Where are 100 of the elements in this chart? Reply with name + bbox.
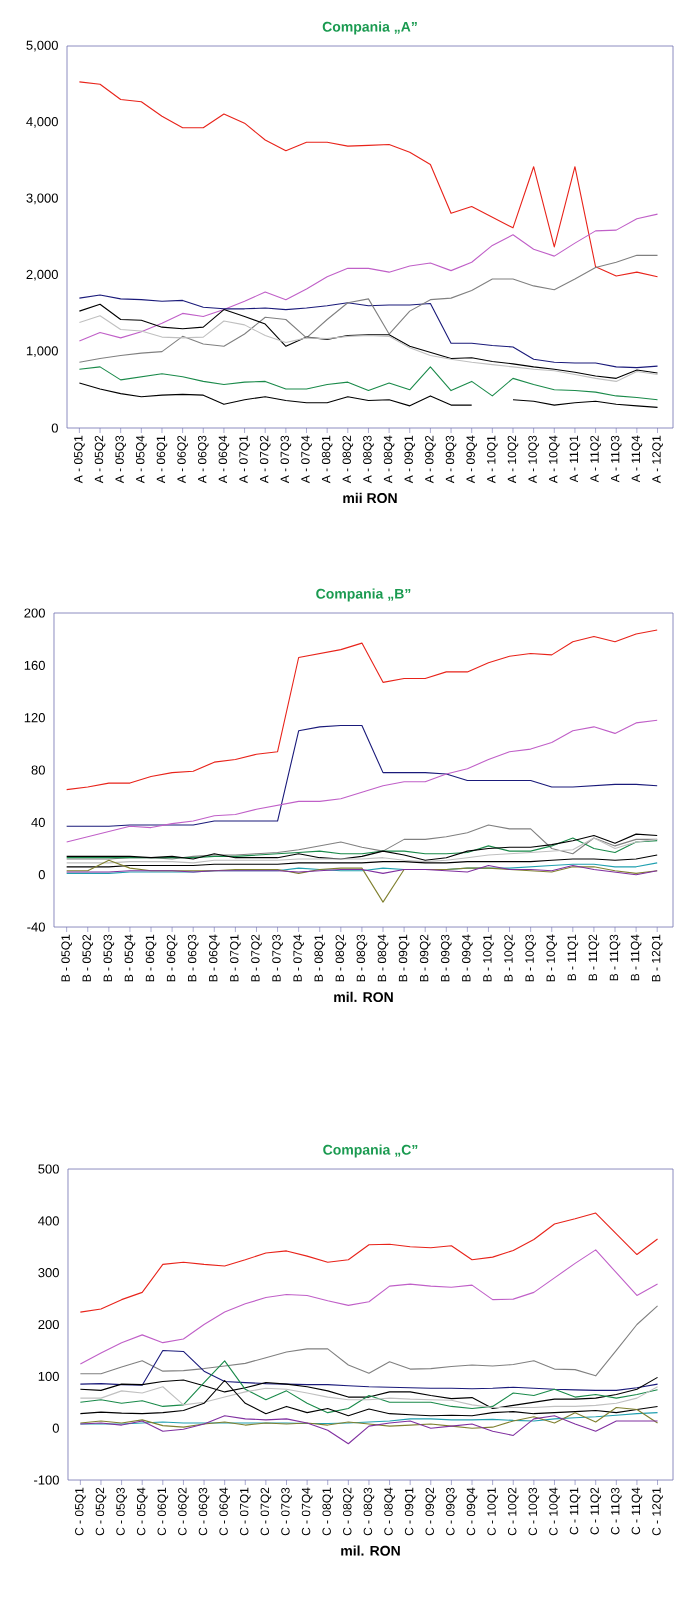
y-tick-label: 120 xyxy=(24,713,45,723)
x-tick-label: B - 05Q3 xyxy=(103,934,115,982)
x-tick-label: A - 07Q1 xyxy=(239,435,250,484)
y-tick-label: -40 xyxy=(27,922,45,932)
x-tick-label: B - 06Q4 xyxy=(208,934,220,982)
x-tick-label: C - 08Q1 xyxy=(322,1487,334,1536)
x-tick-label: A - 08Q1 xyxy=(321,435,333,484)
x-tick-label: A - 09Q4 xyxy=(466,435,478,484)
line-series xyxy=(78,315,659,382)
x-tick-label: B - 07Q3 xyxy=(272,934,283,982)
y-tick-label: 300 xyxy=(38,1268,59,1278)
x-tick-label: A - 10Q4 xyxy=(548,435,560,484)
x-tick-label: C - 09Q2 xyxy=(425,1487,437,1536)
x-axis-title: mii RON xyxy=(343,492,397,504)
x-tick-label: A - 07Q2 xyxy=(259,435,271,484)
y-tick-label: 3,000 xyxy=(26,193,58,205)
x-tick-label: A - 08Q4 xyxy=(383,435,395,484)
y-tick-label: 200 xyxy=(38,1319,59,1330)
x-axis-title: mil. RON xyxy=(334,991,393,1003)
x-tick-label: C - 10Q3 xyxy=(528,1487,540,1536)
x-tick-label: C - 09Q3 xyxy=(446,1487,457,1536)
x-tick-label: C - 07Q2 xyxy=(260,1487,272,1536)
x-tick-label: C - 12Q1 xyxy=(652,1487,663,1536)
y-tick-label: 1,000 xyxy=(26,346,58,357)
chart-title: Compania „A” xyxy=(322,21,417,35)
x-tick-label: C - 10Q4 xyxy=(549,1487,560,1536)
y-tick-label: 400 xyxy=(38,1216,59,1226)
chart-title: Compania „C” xyxy=(323,1144,418,1158)
line-series xyxy=(78,254,659,363)
x-tick-label: B - 12Q1 xyxy=(651,934,663,982)
x-tick-label: A - 08Q3 xyxy=(363,435,374,484)
line-series xyxy=(79,1406,659,1429)
x-tick-label: C - 05Q1 xyxy=(75,1487,86,1536)
y-tick-label: 0 xyxy=(52,1423,59,1433)
x-tick-label: A - 05Q3 xyxy=(115,435,127,484)
line-series xyxy=(78,294,659,369)
x-tick-label: C - 06Q2 xyxy=(178,1487,189,1536)
line-series xyxy=(79,1212,659,1313)
x-tick-label: C - 06Q4 xyxy=(219,1487,230,1536)
y-tick-label: 2,000 xyxy=(26,269,58,281)
x-tick-label: C - 10Q2 xyxy=(507,1487,519,1536)
x-tick-label: B - 06Q3 xyxy=(187,934,199,982)
x-tick-label: A - 07Q3 xyxy=(280,435,292,484)
y-tick-label: 500 xyxy=(38,1164,59,1174)
x-tick-label: C - 07Q4 xyxy=(301,1487,313,1536)
x-tick-label: C - 07Q1 xyxy=(239,1487,251,1536)
x-tick-label: C - 11Q1 xyxy=(569,1487,581,1535)
x-tick-label: B - 05Q4 xyxy=(124,934,136,982)
x-tick-label: C - 09Q4 xyxy=(466,1487,478,1536)
y-tick-label: 160 xyxy=(24,660,45,670)
x-tick-label: A - 11Q4 xyxy=(631,435,643,483)
x-tick-label: B - 10Q4 xyxy=(546,934,558,982)
x-tick-label: B - 07Q4 xyxy=(293,934,304,982)
x-tick-label: C - 11Q3 xyxy=(611,1487,622,1535)
x-tick-label: B - 09Q2 xyxy=(419,934,431,982)
line-series xyxy=(79,1249,659,1365)
x-tick-label: A - 05Q4 xyxy=(136,435,147,484)
x-tick-label: C - 08Q3 xyxy=(363,1487,375,1536)
x-tick-label: A - 10Q2 xyxy=(507,435,519,484)
x-tick-label: A - 06Q1 xyxy=(156,435,168,484)
x-tick-label: C - 06Q3 xyxy=(198,1487,210,1536)
x-tick-label: B - 10Q3 xyxy=(525,934,536,982)
x-tick-label: B - 06Q2 xyxy=(166,934,178,982)
x-tick-label: C - 06Q1 xyxy=(157,1487,169,1536)
x-tick-label: A - 06Q4 xyxy=(218,435,230,484)
x-tick-label: B - 09Q3 xyxy=(440,934,452,982)
x-tick-label: B - 08Q1 xyxy=(314,934,326,982)
x-tick-label: C - 08Q4 xyxy=(384,1487,395,1536)
x-tick-label: C - 07Q3 xyxy=(281,1487,292,1536)
x-tick-label: B - 05Q2 xyxy=(82,934,94,982)
x-tick-label: B - 08Q4 xyxy=(377,934,389,982)
x-tick-label: A - 05Q1 xyxy=(74,435,85,484)
y-tick-label: 0 xyxy=(38,870,45,880)
x-tick-label: A - 11Q2 xyxy=(590,435,601,483)
line-series xyxy=(79,1349,659,1391)
x-tick-label: B - 06Q1 xyxy=(145,934,157,982)
x-tick-label: B - 08Q3 xyxy=(356,934,368,982)
x-tick-label: A - 06Q2 xyxy=(177,435,188,484)
x-tick-label: B - 11Q2 xyxy=(588,934,600,981)
x-tick-label: A - 06Q3 xyxy=(197,435,209,484)
y-tick-label: 0 xyxy=(51,423,58,433)
line-series xyxy=(79,1379,659,1417)
y-tick-label: 80 xyxy=(31,765,45,775)
x-tick-label: A - 07Q4 xyxy=(301,435,312,484)
y-tick-label: 5,000 xyxy=(26,40,58,52)
x-tick-label: C - 05Q3 xyxy=(116,1487,127,1536)
y-tick-label: -100 xyxy=(34,1475,59,1485)
x-tick-label: B - 07Q2 xyxy=(251,934,262,982)
x-tick-label: B - 09Q4 xyxy=(462,934,473,982)
x-tick-label: A - 12Q1 xyxy=(652,435,663,484)
x-tick-label: A - 10Q3 xyxy=(528,435,539,484)
line-series xyxy=(79,1305,659,1377)
x-tick-label: B - 10Q2 xyxy=(504,934,515,982)
x-tick-label: C - 10Q1 xyxy=(487,1487,498,1536)
y-tick-label: 40 xyxy=(31,817,45,827)
x-tick-label: A - 11Q1 xyxy=(569,435,581,483)
x-tick-label: B - 10Q1 xyxy=(483,934,494,982)
x-tick-label: A - 09Q2 xyxy=(425,435,436,484)
x-tick-label: B - 08Q2 xyxy=(335,934,347,982)
x-tick-label: A - 09Q3 xyxy=(445,435,457,484)
